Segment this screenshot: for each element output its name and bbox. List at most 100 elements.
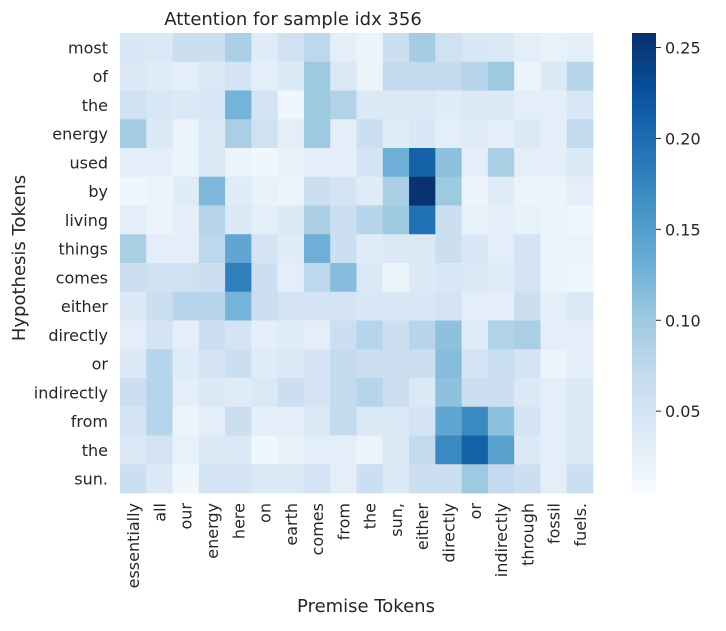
y-tick-label: comes <box>56 268 108 287</box>
heatmap-cell <box>198 378 226 408</box>
heatmap-cell <box>435 263 463 293</box>
heatmap-cell <box>172 61 200 91</box>
heatmap-cell <box>225 464 252 494</box>
heatmap-cell <box>356 61 384 91</box>
heatmap-cell <box>225 148 252 178</box>
heatmap-cell <box>277 176 305 206</box>
heatmap-cell <box>303 349 331 379</box>
heatmap-cell <box>198 61 226 91</box>
x-tick-label: our <box>177 503 196 530</box>
y-tick-label: things <box>59 240 109 259</box>
heatmap-cell <box>382 263 410 293</box>
heatmap-cell <box>198 90 226 120</box>
heatmap-cell <box>540 349 568 379</box>
heatmap-cell <box>225 61 252 91</box>
heatmap-cell <box>487 90 515 120</box>
colorbar-ticks: 0.05 0.10 0.15 0.20 0.25 <box>656 39 701 421</box>
heatmap-cell <box>487 406 515 436</box>
heatmap-cell <box>514 119 541 149</box>
heatmap-cell <box>356 349 384 379</box>
heatmap-cell <box>540 90 568 120</box>
heatmap-cell <box>540 291 568 321</box>
heatmap-cell <box>356 90 384 120</box>
heatmap-cell <box>409 406 436 436</box>
heatmap-cell <box>303 61 331 91</box>
heatmap-cell <box>514 148 541 178</box>
heatmap-cell <box>461 33 489 63</box>
heatmap-cell <box>198 349 226 379</box>
heatmap-cell <box>120 464 147 494</box>
heatmap-cell <box>461 435 489 465</box>
heatmap-cell <box>251 90 279 120</box>
heatmap-cell <box>198 406 226 436</box>
heatmap-cell <box>435 33 463 63</box>
heatmap-cell <box>330 119 357 149</box>
heatmap-cell <box>382 291 410 321</box>
x-tick-label: or <box>466 503 485 520</box>
heatmap-cell <box>356 291 384 321</box>
heatmap-cell <box>198 234 226 264</box>
heatmap-cell <box>409 148 436 178</box>
heatmap-cell <box>330 148 357 178</box>
heatmap-cell <box>461 406 489 436</box>
heatmap-cell <box>566 61 594 91</box>
y-tick-label: or <box>92 355 109 374</box>
colorbar-tick-label: 0.05 <box>665 402 701 421</box>
heatmap-cell <box>356 435 384 465</box>
heatmap-cell <box>172 320 200 350</box>
heatmap-cell <box>409 263 436 293</box>
heatmap-cell <box>172 33 200 63</box>
y-tick-label: energy <box>52 125 108 144</box>
heatmap-cell <box>356 378 384 408</box>
heatmap-cell <box>225 176 252 206</box>
heatmap-cell <box>120 349 147 379</box>
heatmap-cell <box>435 148 463 178</box>
chart-title: Attention for sample idx 356 <box>164 9 422 30</box>
heatmap-cell <box>514 205 541 235</box>
heatmap-cell <box>540 320 568 350</box>
heatmap-cell <box>146 464 173 494</box>
heatmap-cell <box>251 263 279 293</box>
heatmap-cell <box>382 378 410 408</box>
heatmap-cell <box>330 90 357 120</box>
heatmap-cell <box>277 234 305 264</box>
heatmap-cell <box>251 205 279 235</box>
heatmap-cell <box>566 378 594 408</box>
heatmap-cell <box>435 119 463 149</box>
heatmap-cell <box>409 234 436 264</box>
heatmap-cell <box>146 90 173 120</box>
heatmap-cell <box>120 90 147 120</box>
heatmap-cell <box>461 291 489 321</box>
y-tick-label: by <box>88 182 108 201</box>
heatmap-cell <box>303 119 331 149</box>
heatmap-cell <box>146 148 173 178</box>
heatmap-cell <box>461 320 489 350</box>
heatmap-cell <box>251 291 279 321</box>
heatmap-cell <box>225 234 252 264</box>
heatmap-cell <box>435 406 463 436</box>
heatmap-cell <box>461 234 489 264</box>
heatmap-cell <box>277 435 305 465</box>
heatmap-cell <box>172 176 200 206</box>
heatmap-cell <box>487 378 515 408</box>
y-tick-label: indirectly <box>34 383 108 402</box>
heatmap-cell <box>540 176 568 206</box>
heatmap-cell <box>514 90 541 120</box>
heatmap-cell <box>409 90 436 120</box>
heatmap-cell <box>198 435 226 465</box>
y-tick-label: directly <box>48 326 108 345</box>
heatmap-cell <box>409 291 436 321</box>
heatmap-cell <box>540 33 568 63</box>
heatmap-cell <box>251 349 279 379</box>
heatmap-cell <box>566 349 594 379</box>
heatmap-cell <box>382 205 410 235</box>
heatmap-cell <box>146 435 173 465</box>
heatmap-cell <box>435 90 463 120</box>
heatmap-cell <box>409 464 436 494</box>
heatmap-cell <box>146 176 173 206</box>
heatmap-cell <box>487 435 515 465</box>
x-tick-label: essentially <box>124 503 143 588</box>
heatmap-cell <box>461 464 489 494</box>
heatmap-cell <box>409 378 436 408</box>
heatmap-cell <box>120 33 147 63</box>
